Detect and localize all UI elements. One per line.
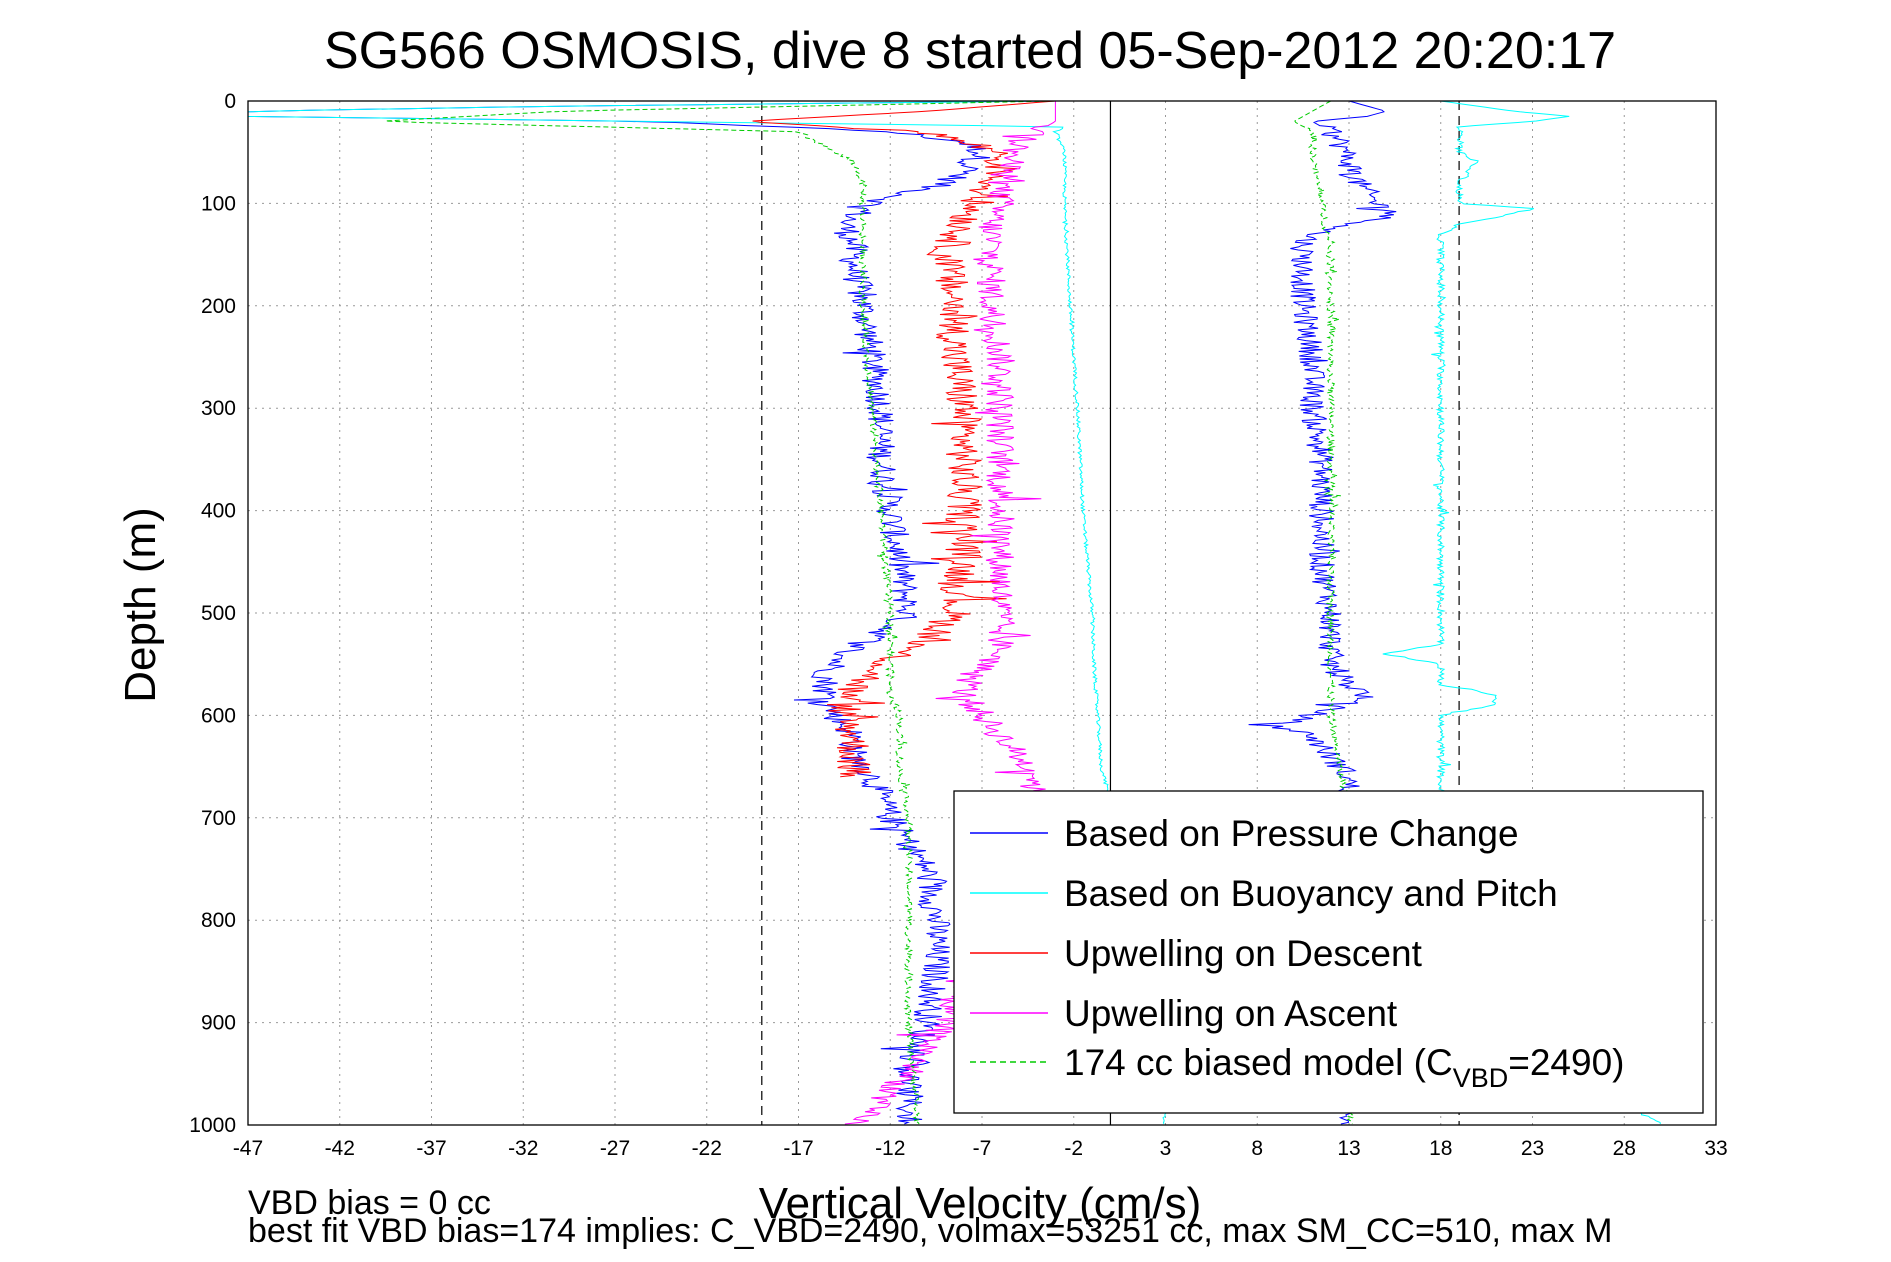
legend-box [953,790,1704,1114]
x-tick-label: 8 [1251,1137,1263,1160]
series-biased_model_ascent [1294,100,1355,1125]
y-tick-label: 500 [201,602,236,625]
x-tick-label: -37 [416,1137,446,1160]
best-fit-note: best fit VBD bias=174 implies: C_VBD=249… [248,1212,1613,1250]
x-tick-labels: -47 -42 -37 -32 -27 -22 -17 -12 -7 -2 3 8 13 18 23 28 33 [233,1137,1728,1160]
legend: Based on Pressure Change Based on Buoyanc… [953,790,1704,1114]
y-tick-label: 200 [201,295,236,318]
x-tick-label: -2 [1064,1137,1083,1160]
x-tick-label: -22 [692,1137,722,1160]
y-tick-label: 700 [201,807,236,830]
y-tick-label: 100 [201,192,236,215]
y-tick-label: 800 [201,909,236,932]
series-upwelling_descent [752,100,1056,778]
y-tick-label: 1000 [189,1114,236,1137]
series-biased_model_descent [385,100,1056,1125]
y-tick-label: 300 [201,397,236,420]
x-tick-label: -32 [508,1137,538,1160]
y-axis-label: Depth (m) [116,507,165,703]
x-tick-label: 18 [1429,1137,1452,1160]
x-tick-label: 23 [1521,1137,1544,1160]
legend-label: Based on Pressure Change [1064,813,1519,854]
x-tick-label: -42 [325,1137,355,1160]
x-axis-label: Vertical Velocity (cm/s) [759,1179,1202,1228]
series-pressure_descent [247,100,1056,1125]
x-tick-label: 28 [1613,1137,1636,1160]
legend-label: 174 cc biased model (CVBD=2490) [1064,1042,1624,1093]
plot-frame [247,100,1717,1126]
y-tick-label: 0 [224,90,236,113]
y-tick-label: 600 [201,704,236,727]
x-tick-label: 33 [1704,1137,1727,1160]
legend-label: Based on Buoyancy and Pitch [1064,873,1558,914]
x-tick-label: -27 [600,1137,630,1160]
chart-title: SG566 OSMOSIS, dive 8 started 05-Sep-201… [324,22,1616,80]
vbd-bias-note: VBD bias = 0 cc [248,1184,491,1222]
x-tick-label: -47 [233,1137,263,1160]
x-tick-label: 13 [1337,1137,1360,1160]
x-tick-label: 3 [1160,1137,1172,1160]
legend-label: Upwelling on Ascent [1064,993,1398,1034]
legend-label: Upwelling on Descent [1064,933,1423,974]
x-tick-label: -7 [973,1137,992,1160]
x-tick-label: -17 [783,1137,813,1160]
y-tick-label: 900 [201,1012,236,1035]
y-tick-label: 400 [201,500,236,523]
y-tick-labels: 0 100 200 300 400 500 600 700 800 900 1000 [189,90,236,1137]
x-tick-label: -12 [875,1137,905,1160]
